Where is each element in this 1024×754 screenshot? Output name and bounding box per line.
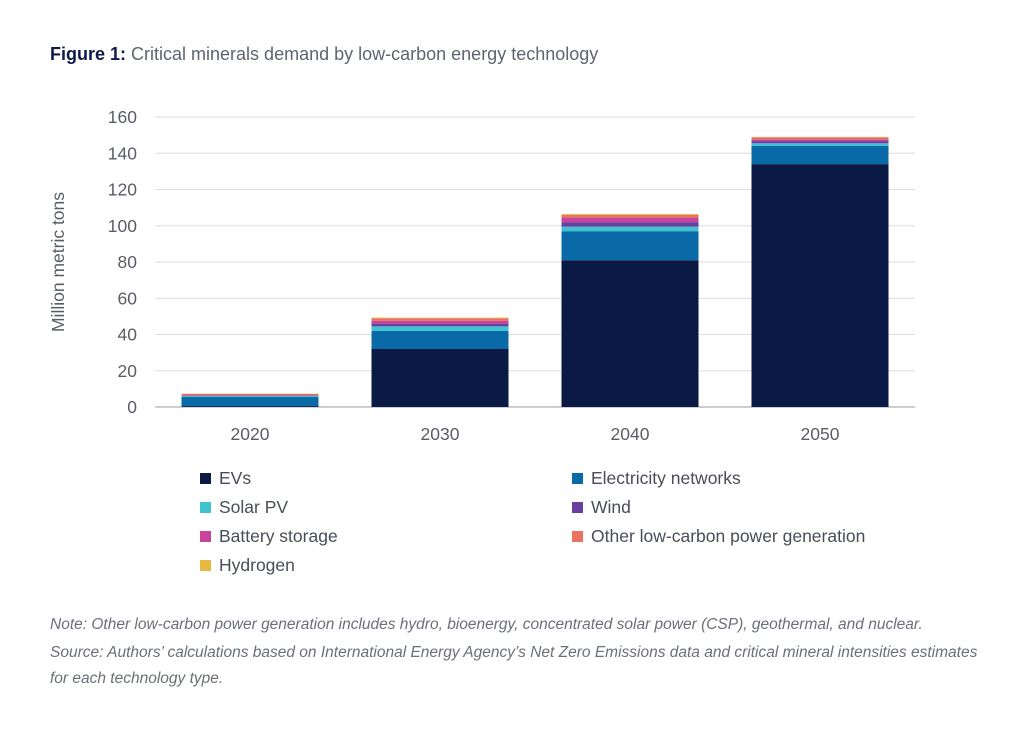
figure-title: Figure 1: Critical minerals demand by lo… [50,44,598,65]
x-tick-label: 2040 [611,424,650,444]
bars [181,136,889,407]
y-tick-label: 160 [108,107,137,127]
legend-item-wind: Wind [572,495,940,520]
bar-segment-other-low-carbon-power-generation-2020 [181,393,319,396]
bar-stack-2030 [371,317,509,407]
note-text: Note: Other low-carbon power generation … [50,616,923,633]
bar-segment-solar-pv-2050 [751,143,889,146]
y-tick-label: 80 [118,252,138,272]
legend-swatch [572,502,583,513]
x-tick-label: 2050 [801,424,840,444]
bar-segment-evs-2050 [751,164,889,407]
bar-stack-2020 [181,393,319,407]
bar-segment-evs-2020 [181,406,319,407]
legend-item-electricity-networks: Electricity networks [572,466,940,491]
bar-segment-other-low-carbon-power-generation-2030 [371,318,509,321]
legend-swatch [200,502,211,513]
legend-label: Wind [591,497,631,517]
bar-segment-electricity-networks-2040 [561,231,699,261]
y-tick-label: 40 [118,325,138,345]
bar-segment-other-low-carbon-power-generation-2040 [561,214,699,218]
bar-segment-battery-storage-2050 [751,139,889,142]
legend-label: Battery storage [219,526,338,546]
bar-segment-electricity-networks-2050 [751,146,889,165]
y-axis-label: Million metric tons [48,192,68,332]
legend-item-other-low-carbon-power-generation: Other low-carbon power generation [572,524,940,549]
bar-segment-hydrogen-2030 [371,317,509,319]
legend-swatch [200,531,211,542]
x-tick-labels: 2020 2030 2040 2050 [231,424,840,444]
bar-segment-battery-storage-2040 [561,217,699,223]
figure-caption: Critical minerals demand by low-carbon e… [131,44,599,64]
y-tick-label: 60 [118,288,138,308]
bar-segment-battery-storage-2030 [371,320,509,324]
y-tick-labels: 0 20 40 60 80 100 120 140 160 [108,107,137,417]
legend: EVs Electricity networks Solar PV Wind Batte… [200,466,940,578]
bar-segment-evs-2030 [371,349,509,407]
bar-segment-electricity-networks-2020 [181,397,319,407]
bar-stack-2050 [751,136,889,407]
legend-swatch [572,473,583,484]
y-tick-label: 0 [127,397,137,417]
legend-item-hydrogen: Hydrogen [200,553,572,578]
notes: Note: Other low-carbon power generation … [50,612,980,694]
figure-label: Figure 1: [50,44,127,64]
bar-segment-wind-2020 [181,395,319,397]
y-tick-label: 140 [108,143,137,163]
bar-segment-solar-pv-2040 [561,226,699,232]
bar-segment-solar-pv-2030 [371,326,509,331]
legend-swatch [200,560,211,571]
legend-swatch [200,473,211,484]
legend-item-battery-storage: Battery storage [200,524,572,549]
y-tick-label: 100 [108,216,137,236]
bar-segment-wind-2030 [371,323,509,327]
bar-segment-wind-2050 [751,141,889,144]
legend-swatch [572,531,583,542]
legend-label: Solar PV [219,497,289,517]
legend-item-solar-pv: Solar PV [200,495,572,520]
y-tick-label: 120 [108,180,137,200]
bar-segment-wind-2040 [561,222,699,227]
bar-segment-solar-pv-2020 [181,396,319,398]
bar-segment-evs-2040 [561,260,699,407]
source-text: Source: Authors’ calculations based on I… [50,644,978,687]
legend-label: EVs [219,468,252,488]
bar-segment-other-low-carbon-power-generation-2050 [751,137,889,140]
bar-segment-hydrogen-2040 [561,213,699,215]
bar-segment-hydrogen-2050 [751,136,889,138]
bar-stack-2040 [561,213,699,407]
bar-segment-electricity-networks-2030 [371,330,509,349]
legend-label: Other low-carbon power generation [591,526,866,546]
legend-item-evs: EVs [200,466,572,491]
x-tick-label: 2030 [421,424,460,444]
x-tick-label: 2020 [231,424,270,444]
legend-label: Hydrogen [219,555,295,575]
legend-label: Electricity networks [591,468,741,488]
y-tick-label: 20 [118,361,138,381]
